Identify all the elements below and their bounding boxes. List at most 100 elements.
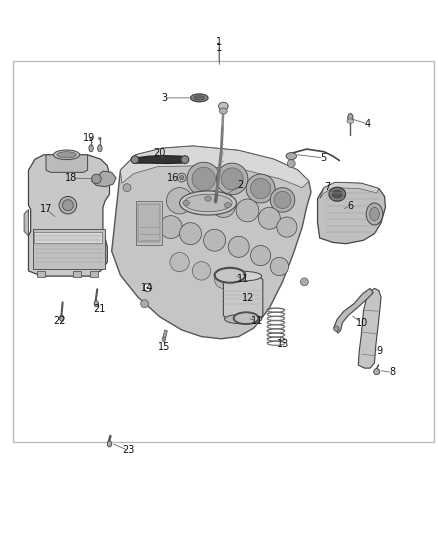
Ellipse shape: [329, 187, 346, 201]
Ellipse shape: [107, 441, 112, 447]
Ellipse shape: [94, 301, 99, 307]
Text: 14: 14: [141, 282, 153, 293]
Ellipse shape: [237, 279, 254, 295]
Ellipse shape: [194, 96, 205, 100]
Ellipse shape: [286, 152, 297, 159]
Ellipse shape: [170, 253, 189, 272]
Ellipse shape: [204, 229, 226, 251]
Bar: [34, 232, 102, 243]
Ellipse shape: [215, 268, 245, 282]
Ellipse shape: [258, 207, 280, 229]
Text: 7: 7: [325, 182, 331, 192]
Ellipse shape: [216, 163, 248, 195]
Ellipse shape: [374, 368, 380, 375]
Text: 11: 11: [237, 274, 249, 284]
Ellipse shape: [162, 337, 166, 342]
Ellipse shape: [347, 119, 354, 123]
Ellipse shape: [187, 162, 220, 196]
Ellipse shape: [177, 173, 186, 182]
Ellipse shape: [188, 191, 211, 214]
Ellipse shape: [92, 174, 101, 184]
Ellipse shape: [211, 193, 236, 217]
Ellipse shape: [221, 168, 243, 190]
Ellipse shape: [98, 145, 102, 152]
Text: 4: 4: [365, 119, 371, 129]
Text: 10: 10: [356, 318, 368, 328]
Ellipse shape: [287, 159, 295, 167]
Ellipse shape: [348, 114, 353, 122]
Ellipse shape: [246, 174, 275, 203]
Ellipse shape: [215, 271, 232, 288]
Ellipse shape: [180, 223, 201, 245]
Bar: [138, 204, 160, 243]
Text: 5: 5: [320, 153, 326, 163]
Ellipse shape: [99, 138, 101, 140]
Text: 23: 23: [122, 446, 134, 456]
Text: 3: 3: [161, 93, 167, 103]
Ellipse shape: [57, 152, 76, 158]
Ellipse shape: [60, 315, 64, 321]
Text: 20: 20: [154, 149, 166, 158]
Ellipse shape: [180, 175, 184, 180]
Ellipse shape: [59, 197, 77, 214]
Polygon shape: [112, 146, 311, 339]
Ellipse shape: [274, 191, 291, 208]
Ellipse shape: [366, 203, 383, 225]
Ellipse shape: [251, 179, 271, 199]
Ellipse shape: [180, 191, 237, 215]
Ellipse shape: [228, 236, 249, 257]
Bar: [136, 201, 162, 245]
Ellipse shape: [251, 246, 271, 265]
Text: 1: 1: [216, 43, 222, 53]
Ellipse shape: [183, 200, 189, 206]
Polygon shape: [318, 182, 385, 244]
Ellipse shape: [192, 167, 215, 191]
Ellipse shape: [332, 190, 342, 198]
Polygon shape: [163, 330, 167, 338]
Polygon shape: [358, 288, 381, 368]
Ellipse shape: [270, 257, 289, 276]
Ellipse shape: [159, 216, 182, 238]
Polygon shape: [28, 155, 110, 276]
Ellipse shape: [62, 200, 73, 211]
Ellipse shape: [89, 145, 93, 152]
Ellipse shape: [90, 138, 92, 140]
Polygon shape: [92, 171, 116, 187]
Text: 2: 2: [237, 181, 243, 190]
Ellipse shape: [236, 199, 259, 222]
Text: 11: 11: [251, 316, 263, 326]
Ellipse shape: [53, 150, 80, 159]
Ellipse shape: [205, 196, 211, 201]
Ellipse shape: [192, 262, 211, 280]
Ellipse shape: [219, 102, 228, 110]
Ellipse shape: [225, 314, 262, 324]
Text: 19: 19: [83, 133, 95, 143]
Ellipse shape: [141, 300, 148, 308]
Ellipse shape: [123, 184, 131, 191]
Bar: [33, 229, 105, 269]
Ellipse shape: [277, 217, 297, 237]
Ellipse shape: [181, 156, 189, 164]
Ellipse shape: [270, 188, 295, 212]
Text: 18: 18: [65, 173, 78, 183]
Polygon shape: [223, 276, 263, 319]
Bar: [73, 271, 81, 277]
Ellipse shape: [191, 94, 208, 102]
Ellipse shape: [166, 188, 193, 214]
Ellipse shape: [370, 207, 379, 221]
Bar: [13, 61, 434, 442]
Bar: [90, 271, 98, 277]
Ellipse shape: [219, 108, 227, 114]
Ellipse shape: [334, 326, 339, 332]
Polygon shape: [46, 155, 88, 172]
Polygon shape: [24, 209, 28, 236]
Ellipse shape: [144, 284, 152, 292]
Ellipse shape: [225, 203, 231, 208]
Bar: [37, 271, 45, 277]
Text: 1: 1: [216, 37, 222, 46]
Text: 21: 21: [94, 304, 106, 314]
Ellipse shape: [300, 278, 308, 286]
Text: 9: 9: [376, 345, 382, 356]
Polygon shape: [120, 146, 309, 188]
Ellipse shape: [225, 271, 262, 281]
